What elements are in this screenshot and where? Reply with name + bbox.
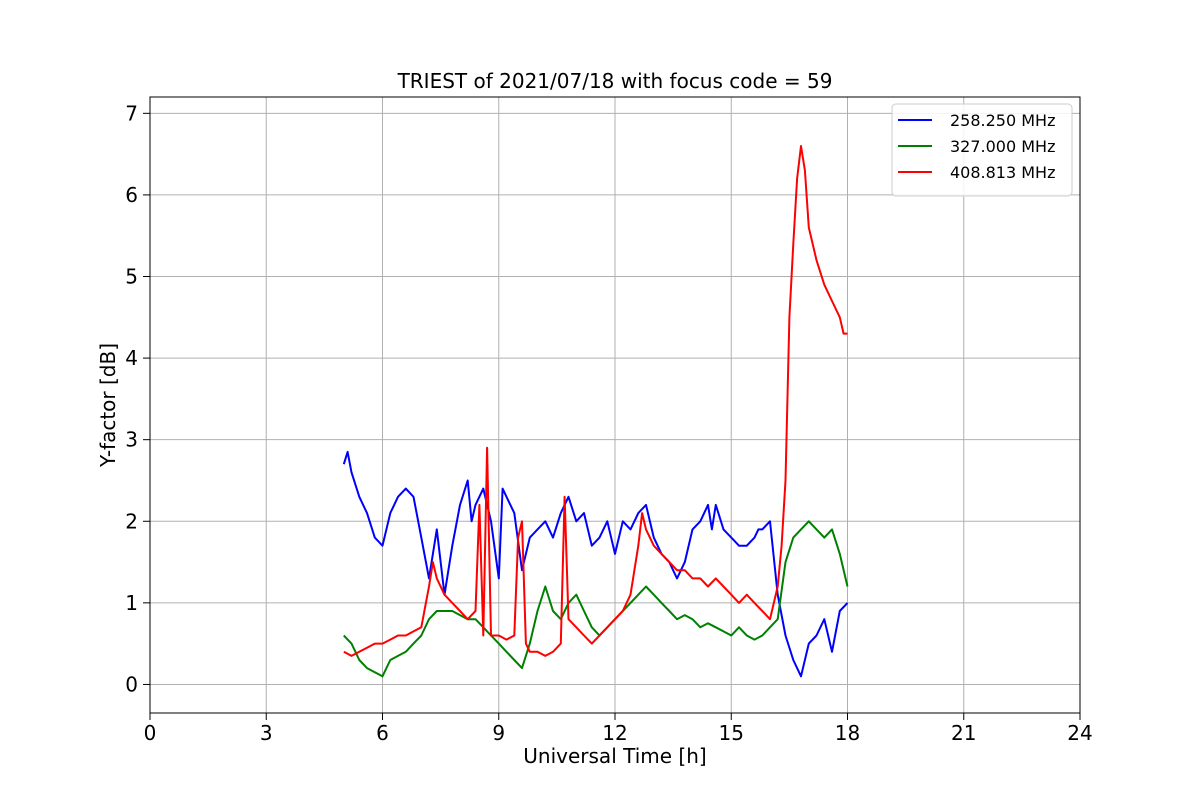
x-tick-label: 6 (376, 721, 389, 745)
y-tick-label: 2 (125, 509, 138, 533)
x-tick-label: 3 (260, 721, 273, 745)
chart-title: TRIEST of 2021/07/18 with focus code = 5… (397, 69, 833, 93)
y-axis-label: Y-factor [dB] (96, 343, 120, 468)
x-tick-label: 15 (719, 721, 744, 745)
x-tick-label: 18 (835, 721, 860, 745)
x-tick-label: 12 (602, 721, 627, 745)
x-tick-label: 24 (1067, 721, 1092, 745)
x-tick-label: 9 (492, 721, 505, 745)
legend-box (891, 103, 1073, 197)
series-lines (342, 145, 849, 678)
y-tick-label: 7 (125, 101, 138, 125)
y-tick-label: 1 (125, 591, 138, 615)
series-line-1 (343, 520, 849, 678)
y-tick-label: 5 (125, 264, 138, 288)
y-tick-label: 6 (125, 183, 138, 207)
legend-label: 258.250 MHz (950, 111, 1055, 130)
series-line-0 (342, 450, 849, 678)
x-axis-label: Universal Time [h] (523, 744, 706, 768)
x-tick-label: 21 (951, 721, 976, 745)
legend: 258.250 MHz 327.000 MHz 408.813 MHz (891, 103, 1073, 197)
legend-label: 408.813 MHz (950, 163, 1055, 182)
x-tick-label: 0 (144, 721, 157, 745)
y-tick-label: 4 (125, 346, 138, 370)
y-tick-label: 0 (125, 672, 138, 696)
legend-label: 327.000 MHz (950, 137, 1055, 156)
series-line-2 (343, 145, 848, 657)
y-tick-label: 3 (125, 428, 138, 452)
